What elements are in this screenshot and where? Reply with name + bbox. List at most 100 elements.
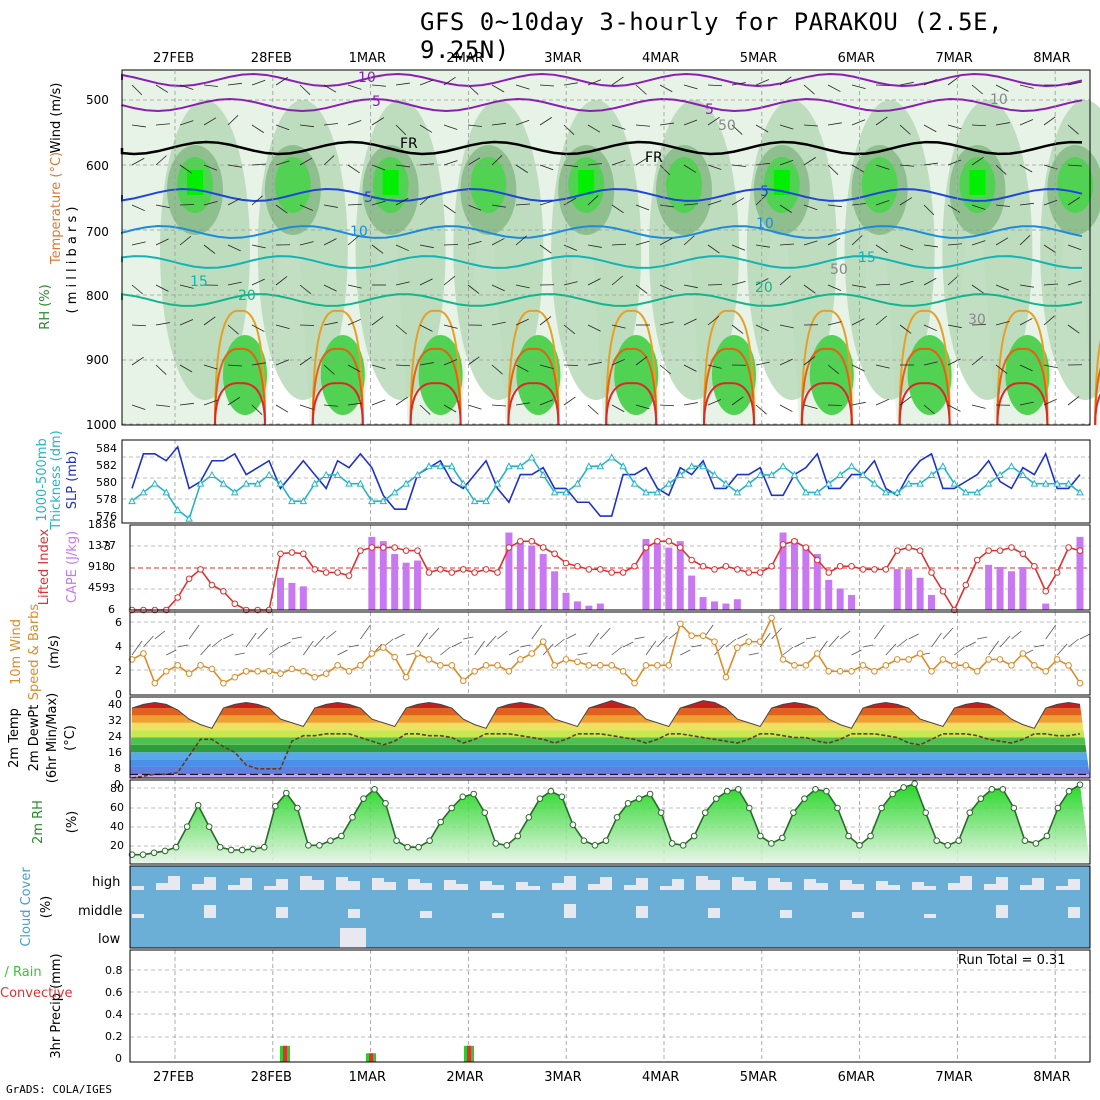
- wind-barb: [491, 154, 503, 166]
- rh-point: [701, 809, 709, 816]
- lifted-index-point: [1065, 544, 1072, 551]
- panel-frame: [129, 949, 1091, 1063]
- wind-barb: [611, 76, 624, 86]
- cape-tick: 1836: [88, 518, 116, 531]
- wind-speed-point: [391, 653, 398, 661]
- lifted-index-point: [699, 562, 707, 570]
- chart-title: GFS 0~10day 3-hourly for PARAKOU (2.5E, …: [420, 8, 1004, 64]
- high-cloud-bar: [960, 876, 972, 890]
- wind-barb: [275, 160, 290, 166]
- wind-barb: [659, 364, 671, 375]
- thickness-point: [482, 497, 490, 505]
- wind-barb: [443, 204, 456, 214]
- rh-point: [734, 786, 742, 793]
- wind-tick: 0: [115, 688, 122, 701]
- wind-barb: [827, 364, 840, 375]
- wind-barb: [1067, 324, 1080, 334]
- rh-point: [1043, 832, 1051, 840]
- wind-barb: [395, 364, 411, 367]
- ylabel-2m-temp: 2m Temp: [7, 708, 22, 768]
- wind-barb: [851, 284, 866, 288]
- rh-point: [448, 804, 455, 812]
- warm-isotherm: [703, 309, 755, 426]
- wind-speed-point: [802, 662, 810, 669]
- wind-barb: [779, 159, 794, 166]
- warm-isotherm: [409, 347, 462, 426]
- thickness-point: [904, 479, 913, 487]
- dewpoint-line: [131, 733, 1081, 779]
- wind-barb: [395, 281, 410, 286]
- wind-speed-point: [596, 662, 604, 669]
- wind-barb: [203, 200, 218, 206]
- rh-point: [790, 809, 797, 816]
- wind-barb: [491, 321, 506, 326]
- thickness-point: [916, 479, 924, 487]
- wind-barb: [299, 84, 311, 96]
- ylabel-millibars: ( m i l l i b a r s ): [65, 207, 80, 314]
- wind-barb: [611, 275, 623, 286]
- lifted-index-point: [1019, 550, 1027, 558]
- wind-barb: [587, 124, 601, 133]
- wind-barb: [323, 155, 335, 166]
- rh-shade: [1005, 335, 1050, 415]
- wind-barb: [323, 364, 335, 375]
- wind-barb: [491, 404, 506, 407]
- wind-barb: [347, 84, 362, 90]
- rh-point: [966, 809, 974, 816]
- panel-frame: [129, 696, 1091, 779]
- wind-barb: [531, 624, 543, 640]
- lifted-index-line: [132, 540, 1081, 612]
- rh-point: [591, 842, 599, 849]
- wind-barb: [314, 635, 326, 648]
- wind-barb: [947, 324, 962, 329]
- wind-barb: [1019, 164, 1033, 173]
- wind-barb: [443, 404, 457, 413]
- lifted-index-point: [859, 566, 867, 573]
- wind-barb: [467, 284, 480, 294]
- lifted-index-point: [482, 566, 490, 573]
- wind-barb: [782, 646, 794, 656]
- lifted-index-point: [1076, 547, 1084, 554]
- wind-barb: [587, 244, 602, 248]
- wind-barb: [645, 640, 657, 656]
- rh-point: [216, 843, 224, 851]
- thickness-point: [493, 479, 502, 487]
- wind-barb: [203, 84, 218, 87]
- wind-barb: [995, 237, 1009, 246]
- wind-barb: [875, 283, 891, 286]
- rh-point: [635, 795, 643, 802]
- wind-speed-point: [322, 670, 330, 677]
- wind-barb: [587, 79, 602, 86]
- wind-barb: [275, 276, 288, 286]
- rh-point: [723, 787, 731, 795]
- precip-conv-bar: [283, 1045, 287, 1062]
- lifted-index-point: [345, 572, 353, 579]
- high-cloud-bar: [444, 880, 456, 890]
- wind-barb: [227, 281, 242, 286]
- wind-tick: 4: [115, 640, 122, 653]
- wind-barb: [659, 404, 675, 407]
- wind-barb: [759, 632, 771, 648]
- thickness-tick: 580: [96, 476, 117, 489]
- thickness-point: [996, 470, 1004, 478]
- wind-speed-point: [459, 677, 467, 685]
- wind-barb: [443, 275, 456, 286]
- wind-barb: [851, 84, 866, 90]
- thickness-point: [299, 497, 308, 505]
- date-tick-top: 27FEB: [153, 51, 194, 66]
- wind-barb: [875, 200, 890, 206]
- wind-barb: [587, 324, 601, 332]
- thickness-point: [847, 462, 856, 470]
- wind-barb: [587, 195, 599, 206]
- temp-band: [130, 715, 1090, 723]
- contour-label: 20: [238, 288, 256, 304]
- ylabel-rh-units: (%): [65, 811, 80, 834]
- wind-speed-point: [528, 650, 536, 657]
- thickness-point: [881, 488, 890, 496]
- lifted-index-point: [334, 569, 341, 576]
- wind-barb: [803, 157, 816, 166]
- temp-band: [130, 730, 1090, 738]
- wind-barb: [395, 82, 410, 86]
- rh-point: [1065, 787, 1073, 795]
- wind-speed-point: [425, 656, 433, 663]
